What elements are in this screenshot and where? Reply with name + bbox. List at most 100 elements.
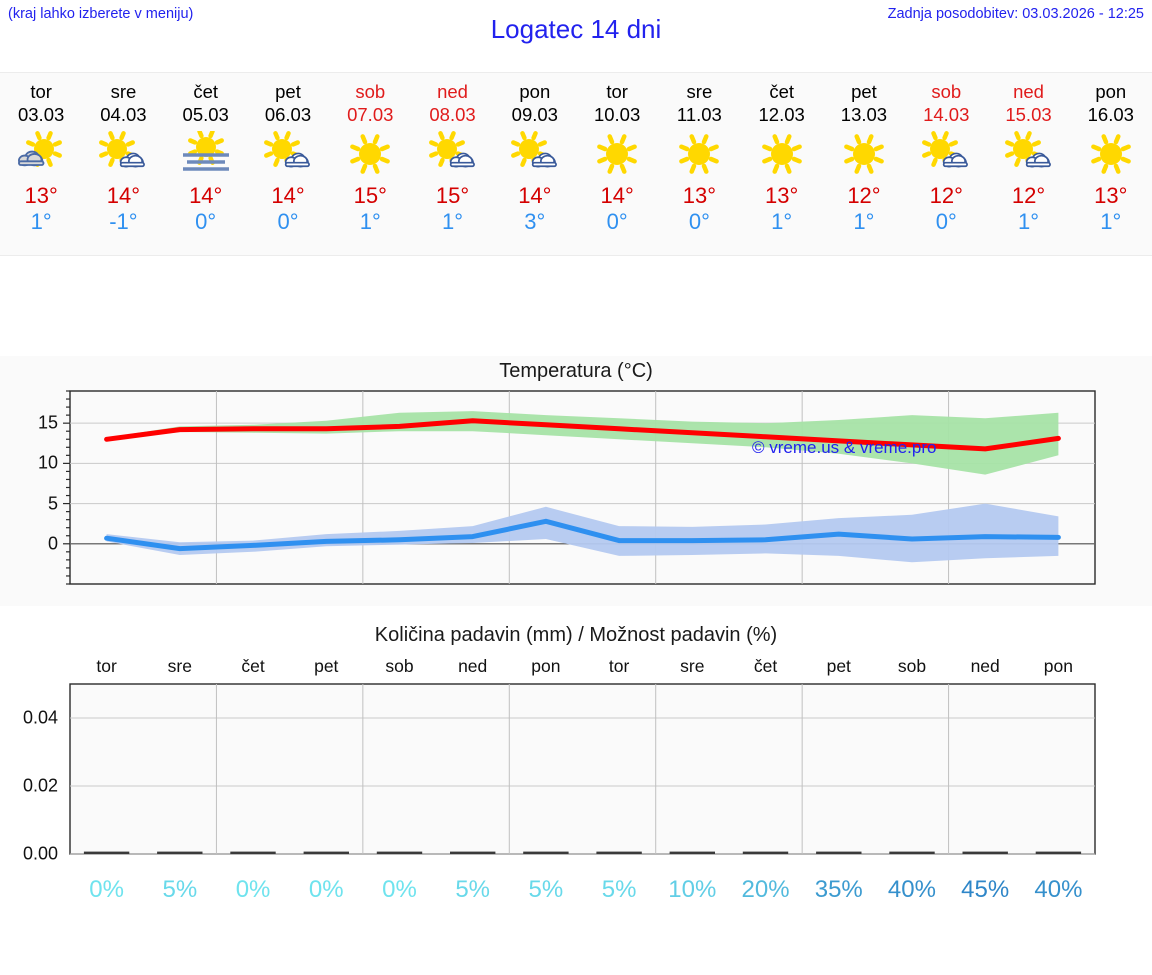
day-min-temp: 1° (442, 209, 464, 234)
day-column[interactable]: pon 09.03 14° 3° (494, 73, 576, 255)
day-date-label: 11.03 (676, 104, 722, 125)
day-of-week-label: pet (275, 81, 301, 102)
day-max-temp: 13° (1094, 183, 1128, 208)
precipitation-x-tick-label: čet (241, 656, 265, 676)
day-of-week-label: pon (519, 81, 551, 102)
day-date-label: 04.03 (100, 104, 147, 125)
day-min-temp: 3° (524, 209, 546, 234)
chart-separator (0, 606, 1152, 624)
day-date-label: 13.03 (840, 104, 888, 125)
day-date-label: 03.03 (17, 104, 65, 125)
day-column[interactable]: čet 05.03 14° 0° (165, 73, 247, 255)
day-max-temp: 14° (518, 183, 552, 208)
day-column[interactable]: pon 16.03 13° 1° (1070, 73, 1152, 255)
menu-hint-text: (kraj lahko izberete v meniju) (8, 6, 194, 22)
day-max-temp: 14° (106, 183, 141, 208)
sun-icon (835, 128, 893, 180)
day-max-temp: 14° (189, 183, 223, 208)
copyright-watermark: © vreme.us & vreme.pro (752, 438, 937, 457)
day-column[interactable]: ned 15.03 12° 1° (987, 73, 1069, 255)
precipitation-x-tick-label: pon (1043, 656, 1073, 676)
day-max-temp: 14° (271, 183, 305, 208)
day-of-week-label: sre (686, 81, 713, 102)
precipitation-x-tick-label: tor (608, 656, 630, 676)
page-header: (kraj lahko izberete v meniju) Logatec 1… (0, 0, 1152, 72)
day-date-label: 06.03 (264, 104, 312, 125)
day-date-label: 15.03 (1005, 104, 1052, 125)
day-max-temp: 12° (1011, 183, 1046, 208)
day-column[interactable]: sob 07.03 15° 1° (329, 73, 411, 255)
day-column[interactable]: čet 12.03 13° 1° (741, 73, 823, 255)
sun-small-cloud-icon (424, 128, 482, 180)
day-column[interactable]: sob 14.03 12° 0° (905, 73, 987, 255)
sun-icon (1082, 128, 1140, 180)
sun-small-cloud-icon (259, 128, 317, 180)
day-date-label: 07.03 (347, 104, 394, 125)
day-max-temp: 13° (765, 183, 799, 208)
day-min-temp: 0° (195, 209, 217, 234)
sun-small-cloud-icon (1000, 128, 1058, 180)
precipitation-probability-label: 5% (455, 876, 491, 903)
precipitation-y-tick-label: 0.04 (22, 707, 58, 728)
day-max-temp: 13° (682, 183, 717, 208)
day-min-temp: 1° (771, 209, 793, 234)
precipitation-x-tick-label: pet (826, 656, 851, 676)
day-column[interactable]: pet 13.03 12° 1° (823, 73, 905, 255)
sun-small-cloud-icon (506, 128, 564, 180)
day-of-week-label: pon (1095, 81, 1127, 102)
precipitation-y-tick-label: 0.00 (22, 843, 58, 864)
day-date-label: 12.03 (758, 104, 805, 125)
temperature-y-tick-label: 0 (47, 533, 58, 554)
day-date-label: 14.03 (923, 104, 970, 125)
day-min-temp: 0° (935, 209, 957, 234)
temperature-y-tick-label: 10 (37, 452, 58, 473)
day-of-week-label: sob (931, 81, 962, 102)
day-column[interactable]: ned 08.03 15° 1° (411, 73, 493, 255)
precipitation-x-tick-label: ned (970, 656, 1000, 676)
day-of-week-label: sre (110, 81, 137, 102)
day-max-temp: 13° (24, 183, 58, 208)
day-min-temp: 1° (1017, 209, 1040, 234)
precipitation-x-tick-label: sre (680, 656, 705, 676)
precipitation-probability-label: 5% (528, 876, 564, 903)
day-min-temp: 1° (359, 209, 381, 234)
precipitation-probability-label: 0% (308, 876, 344, 903)
day-date-label: 05.03 (182, 104, 229, 125)
day-column[interactable]: sre 11.03 13° 0° (658, 73, 740, 255)
precipitation-probability-label: 0% (89, 876, 124, 903)
day-of-week-label: ned (1013, 81, 1044, 102)
last-updated-text: Zadnja posodobitev: 03.03.2026 - 12:25 (887, 6, 1144, 22)
precipitation-chart: Količina padavin (mm) / Možnost padavin … (0, 624, 1152, 939)
day-date-label: 08.03 (429, 104, 476, 125)
precipitation-x-tick-label: sob (385, 656, 414, 676)
day-of-week-label: tor (606, 81, 628, 102)
temperature-chart-title: Temperatura (°C) (499, 360, 653, 382)
precipitation-probability-label: 40% (1034, 876, 1083, 903)
day-min-temp: 0° (277, 209, 299, 234)
day-column[interactable]: tor 10.03 14° 0° (576, 73, 658, 255)
page-title: Logatec 14 dni (490, 14, 662, 44)
day-of-week-label: pet (851, 81, 877, 102)
day-min-temp: 1° (30, 209, 52, 234)
precipitation-probability-label: 20% (741, 876, 790, 903)
sun-icon (588, 128, 646, 180)
precipitation-probability-label: 5% (601, 876, 637, 903)
sun-fog-icon (177, 128, 235, 180)
day-column[interactable]: sre 04.03 14° -1° (82, 73, 164, 255)
day-min-temp: 1° (853, 209, 875, 234)
day-column[interactable]: tor 03.03 13° 1° (0, 73, 82, 255)
sun-small-cloud-icon (917, 128, 975, 180)
day-of-week-label: čet (193, 81, 219, 102)
spacer-band (0, 256, 1152, 356)
day-max-temp: 14° (600, 183, 634, 208)
daily-forecast-strip: tor 03.03 13° 1° sre 04.03 14° -1° čet 05.… (0, 72, 1152, 256)
day-date-label: 10.03 (593, 104, 641, 125)
day-max-temp: 15° (353, 183, 387, 208)
day-column[interactable]: pet 06.03 14° 0° (247, 73, 329, 255)
precipitation-y-tick-label: 0.02 (22, 775, 58, 796)
day-min-temp: 0° (688, 209, 710, 234)
precipitation-x-tick-label: pet (314, 656, 339, 676)
precipitation-probability-label: 0% (382, 876, 417, 903)
day-date-label: 16.03 (1087, 104, 1134, 125)
